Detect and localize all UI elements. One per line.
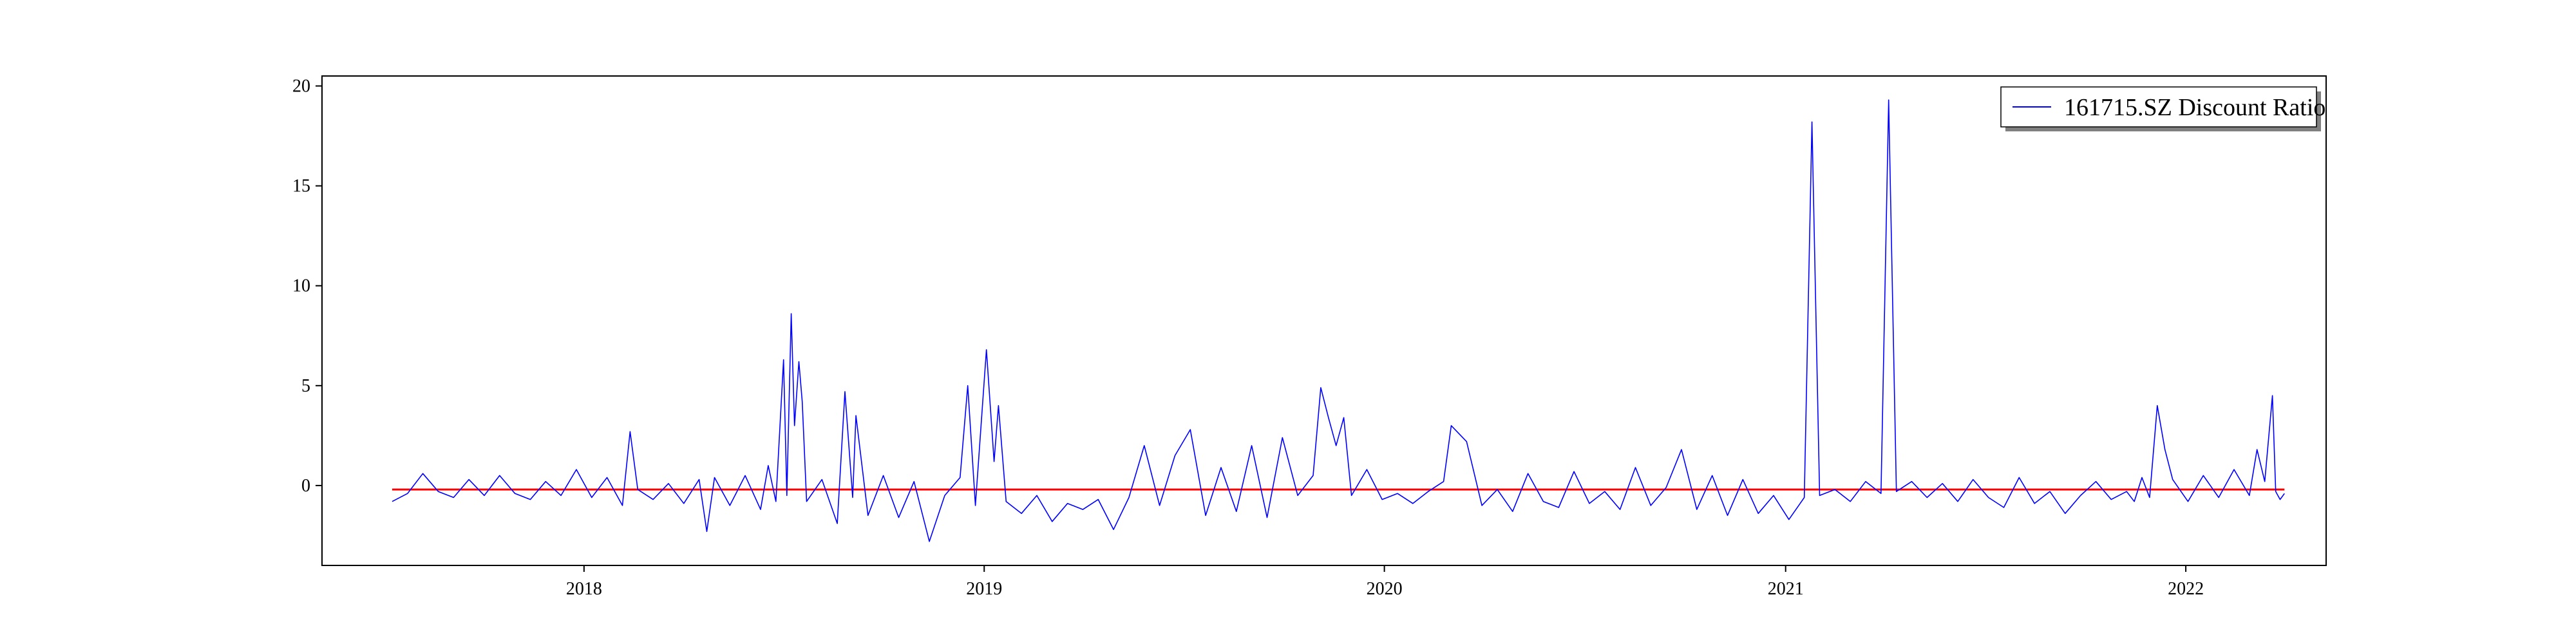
y-tick-label: 0 bbox=[301, 476, 310, 496]
x-tick-label: 2020 bbox=[1367, 579, 1403, 599]
y-axis: 0 5 10 15 20 bbox=[292, 77, 322, 496]
x-axis: 2018 2019 2020 2021 2022 bbox=[566, 565, 2204, 599]
y-tick-label: 20 bbox=[292, 77, 310, 97]
x-tick-label: 2022 bbox=[2168, 579, 2204, 599]
y-tick-label: 5 bbox=[301, 376, 310, 396]
series-line-161715-discount-ratio bbox=[392, 99, 2285, 542]
legend: 161715.SZ Discount Ratio bbox=[2000, 86, 2325, 131]
legend-label: 161715.SZ Discount Ratio bbox=[2064, 94, 2325, 121]
y-tick-label: 15 bbox=[292, 176, 310, 196]
legend-box bbox=[2000, 86, 2317, 128]
x-tick-label: 2019 bbox=[966, 579, 1002, 599]
y-tick-label: 10 bbox=[292, 276, 310, 296]
x-tick-label: 2021 bbox=[1768, 579, 1804, 599]
x-tick-label: 2018 bbox=[566, 579, 602, 599]
plot-frame bbox=[321, 75, 2327, 566]
